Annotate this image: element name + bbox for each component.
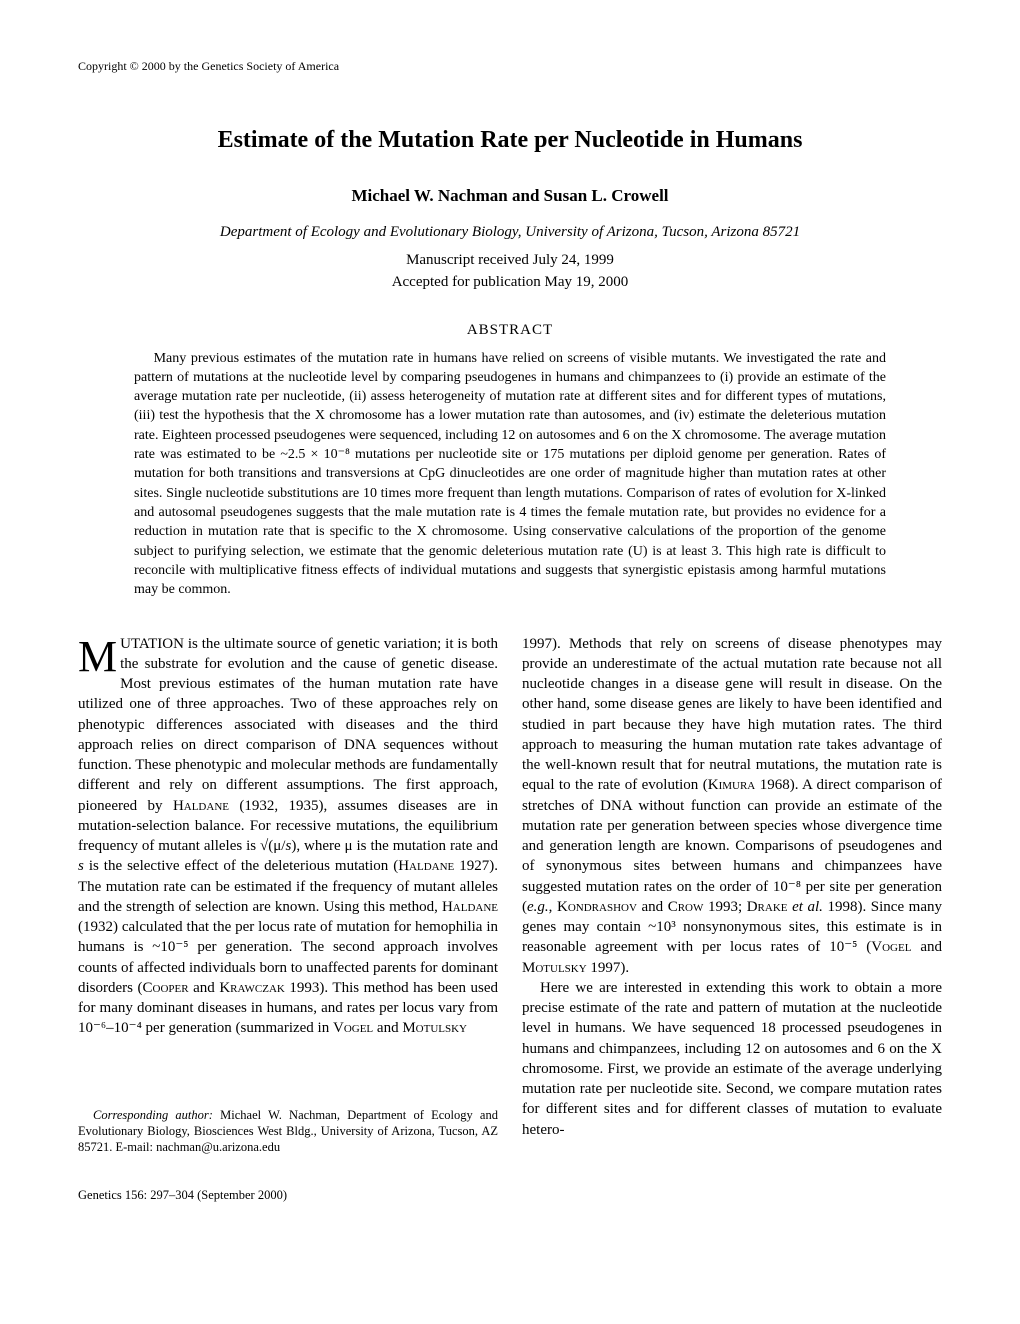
copyright-line: Copyright © 2000 by the Genetics Society… [78, 58, 339, 74]
corresponding-label: Corresponding author: [93, 1108, 213, 1122]
manuscript-accepted: Accepted for publication May 19, 2000 [78, 272, 942, 292]
page-header: Copyright © 2000 by the Genetics Society… [78, 58, 942, 74]
corresponding-author: Corresponding author: Michael W. Nachman… [78, 1107, 498, 1156]
affiliation: Department of Ecology and Evolutionary B… [78, 222, 942, 242]
authors: Michael W. Nachman and Susan L. Crowell [78, 185, 942, 208]
body-paragraph: 1997). Methods that rely on screens of d… [522, 634, 942, 978]
paper-title: Estimate of the Mutation Rate per Nucleo… [78, 124, 942, 156]
column-left: MUTATION is the ultimate source of genet… [78, 634, 498, 1156]
body-paragraph: MUTATION is the ultimate source of genet… [78, 634, 498, 1039]
column-right: 1997). Methods that rely on screens of d… [522, 634, 942, 1156]
body-paragraph: Here we are interested in extending this… [522, 978, 942, 1140]
abstract-heading: ABSTRACT [78, 320, 942, 340]
abstract-body: Many previous estimates of the mutation … [134, 349, 886, 600]
body-columns: MUTATION is the ultimate source of genet… [78, 634, 942, 1156]
page-footer: Genetics 156: 297–304 (September 2000) [78, 1187, 942, 1204]
manuscript-received: Manuscript received July 24, 1999 [78, 250, 942, 270]
